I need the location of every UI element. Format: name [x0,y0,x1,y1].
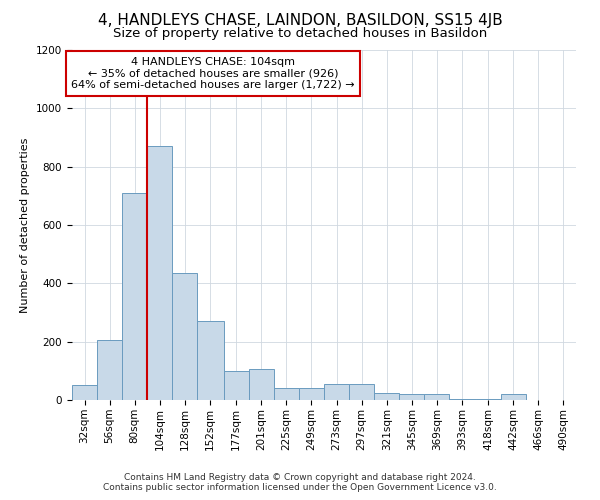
Bar [449,398,476,400]
Bar [224,371,249,400]
Bar [324,384,349,400]
Text: Size of property relative to detached houses in Basildon: Size of property relative to detached ho… [113,28,487,40]
Bar [374,392,399,400]
Bar [349,384,374,400]
Text: 4, HANDLEYS CHASE, LAINDON, BASILDON, SS15 4JB: 4, HANDLEYS CHASE, LAINDON, BASILDON, SS… [98,12,502,28]
Text: 4 HANDLEYS CHASE: 104sqm
← 35% of detached houses are smaller (926)
64% of semi-: 4 HANDLEYS CHASE: 104sqm ← 35% of detach… [71,57,355,90]
Text: Contains HM Land Registry data © Crown copyright and database right 2024.
Contai: Contains HM Land Registry data © Crown c… [103,473,497,492]
Bar [147,146,172,400]
Bar [72,386,97,400]
Bar [424,394,449,400]
Bar [299,388,324,400]
Bar [172,273,197,400]
Bar [399,394,424,400]
Bar [197,322,224,400]
Bar [274,388,299,400]
Bar [249,370,274,400]
Bar [122,193,147,400]
Y-axis label: Number of detached properties: Number of detached properties [20,138,31,312]
Bar [97,340,122,400]
Bar [501,394,526,400]
